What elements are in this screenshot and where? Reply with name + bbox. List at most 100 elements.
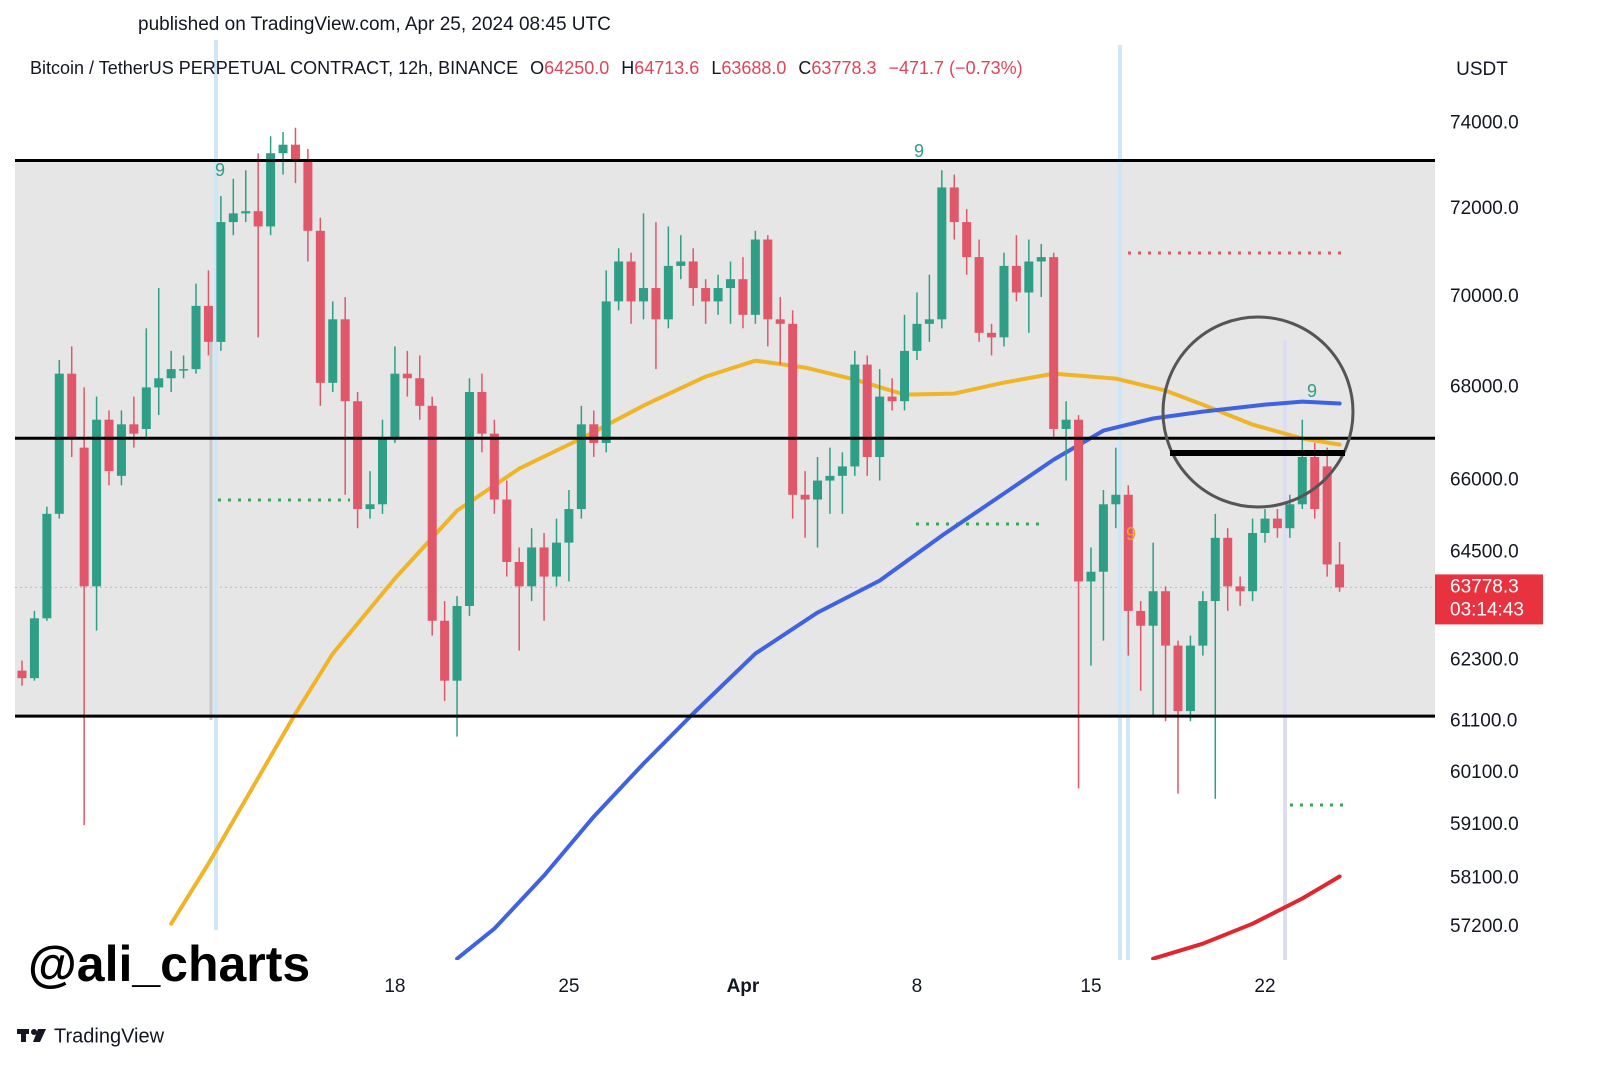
x-tick-label: 8: [912, 976, 923, 997]
candle-body: [900, 350, 910, 402]
price-tag-value: 63778.3: [1450, 576, 1519, 597]
candle-body: [154, 378, 164, 388]
ohlc-value: 64713.6: [634, 58, 699, 78]
line-layer: [169, 358, 1342, 960]
candle-body: [129, 424, 139, 434]
candle-body: [1036, 257, 1046, 262]
candle-body: [924, 319, 934, 324]
candle-body: [1260, 518, 1270, 534]
annotation: 9: [215, 160, 225, 180]
candle-body: [738, 279, 748, 315]
candle-body: [813, 480, 823, 500]
ohlc-key: L: [711, 58, 721, 78]
candle-body: [54, 373, 64, 514]
candle-body: [651, 288, 661, 320]
y-tick-label: 62300.0: [1450, 650, 1519, 671]
candle-body: [962, 222, 972, 258]
candle-body: [477, 391, 487, 434]
ohlc-value: 63778.3: [811, 58, 876, 78]
highlight-circle: [1161, 315, 1355, 509]
candle-body: [365, 504, 375, 510]
candle-body: [676, 261, 686, 266]
candle-body: [1198, 601, 1208, 646]
candle-body: [750, 239, 760, 315]
candle-body: [1024, 261, 1034, 293]
candle-body: [502, 499, 512, 562]
y-tick-label: 70000.0: [1450, 286, 1519, 307]
candle-body: [539, 547, 549, 577]
candle-body: [713, 288, 723, 302]
ohlc-value: 64250.0: [544, 58, 609, 78]
published-note: published on TradingView.com, Apr 25, 20…: [138, 14, 611, 35]
candle-body: [862, 364, 872, 458]
candle-body: [825, 475, 835, 481]
symbol: Bitcoin / TetherUS PERPETUAL CONTRACT, 1…: [30, 58, 518, 78]
x-tick-label: Apr: [727, 976, 760, 997]
candle-body: [303, 161, 313, 231]
candle-body: [1098, 504, 1108, 572]
y-tick-label: 68000.0: [1450, 376, 1519, 397]
candle-body: [166, 369, 176, 379]
candle-body: [92, 419, 102, 587]
watermark: @ali_charts: [28, 936, 310, 992]
candle-body: [377, 438, 387, 505]
candle-body: [340, 319, 350, 402]
currency: USDT: [1456, 59, 1508, 80]
candle-body: [1248, 533, 1258, 592]
candle-body: [1148, 591, 1158, 626]
candle-body: [353, 401, 363, 510]
candle-body: [315, 230, 325, 383]
annotation: 9: [1307, 381, 1317, 401]
candle-layer: [17, 127, 1345, 826]
candle-body: [1285, 504, 1295, 529]
y-tick-label: 72000.0: [1450, 198, 1519, 219]
y-tick-label: 74000.0: [1450, 113, 1519, 134]
candle-body: [887, 396, 897, 402]
candle-body: [1185, 645, 1195, 712]
brand: TradingView: [54, 1025, 165, 1047]
candle-body: [788, 323, 798, 495]
candle-body: [1061, 419, 1071, 429]
candle-body: [564, 509, 574, 543]
candle-body: [527, 547, 537, 587]
candle-body: [67, 373, 77, 439]
candle-body: [415, 378, 425, 406]
candle-body: [663, 265, 673, 320]
candle-body: [614, 261, 624, 302]
x-tick-label: 15: [1080, 976, 1101, 997]
y-tick-label: 66000.0: [1450, 470, 1519, 491]
ohlc-key: H: [621, 58, 634, 78]
symbol-header: Bitcoin / TetherUS PERPETUAL CONTRACT, 1…: [30, 58, 1023, 78]
candle-body: [987, 332, 997, 338]
candle-body: [1297, 457, 1307, 505]
candle-body: [626, 261, 636, 302]
candle-body: [775, 319, 785, 324]
candle-body: [688, 261, 698, 289]
annotation: 9: [1126, 524, 1136, 544]
candle-body: [1272, 518, 1282, 529]
level-layer: [15, 158, 1435, 718]
candle-body: [1074, 419, 1084, 582]
candle-body: [179, 369, 189, 371]
candle-body: [203, 305, 213, 342]
candle-body: [701, 288, 711, 302]
change: −471.7 (−0.73%): [889, 58, 1023, 78]
ohlc-key: O: [530, 58, 544, 78]
candle-body: [42, 513, 52, 619]
candle-body: [800, 494, 810, 500]
candle-body: [837, 466, 847, 476]
candle-body: [116, 424, 126, 476]
candle-body: [1123, 494, 1133, 611]
candle-body: [228, 213, 238, 223]
candle-body: [875, 396, 885, 458]
y-tick-label: 61100.0: [1450, 710, 1517, 731]
y-tick-label: 60100.0: [1450, 762, 1519, 783]
candle-body: [216, 222, 226, 342]
x-tick-label: 22: [1254, 976, 1275, 997]
y-tick-label: 59100.0: [1450, 814, 1519, 835]
candle-body: [949, 187, 959, 223]
price-tag: [1435, 574, 1543, 625]
y-tick-label: 64500.0: [1450, 541, 1519, 562]
